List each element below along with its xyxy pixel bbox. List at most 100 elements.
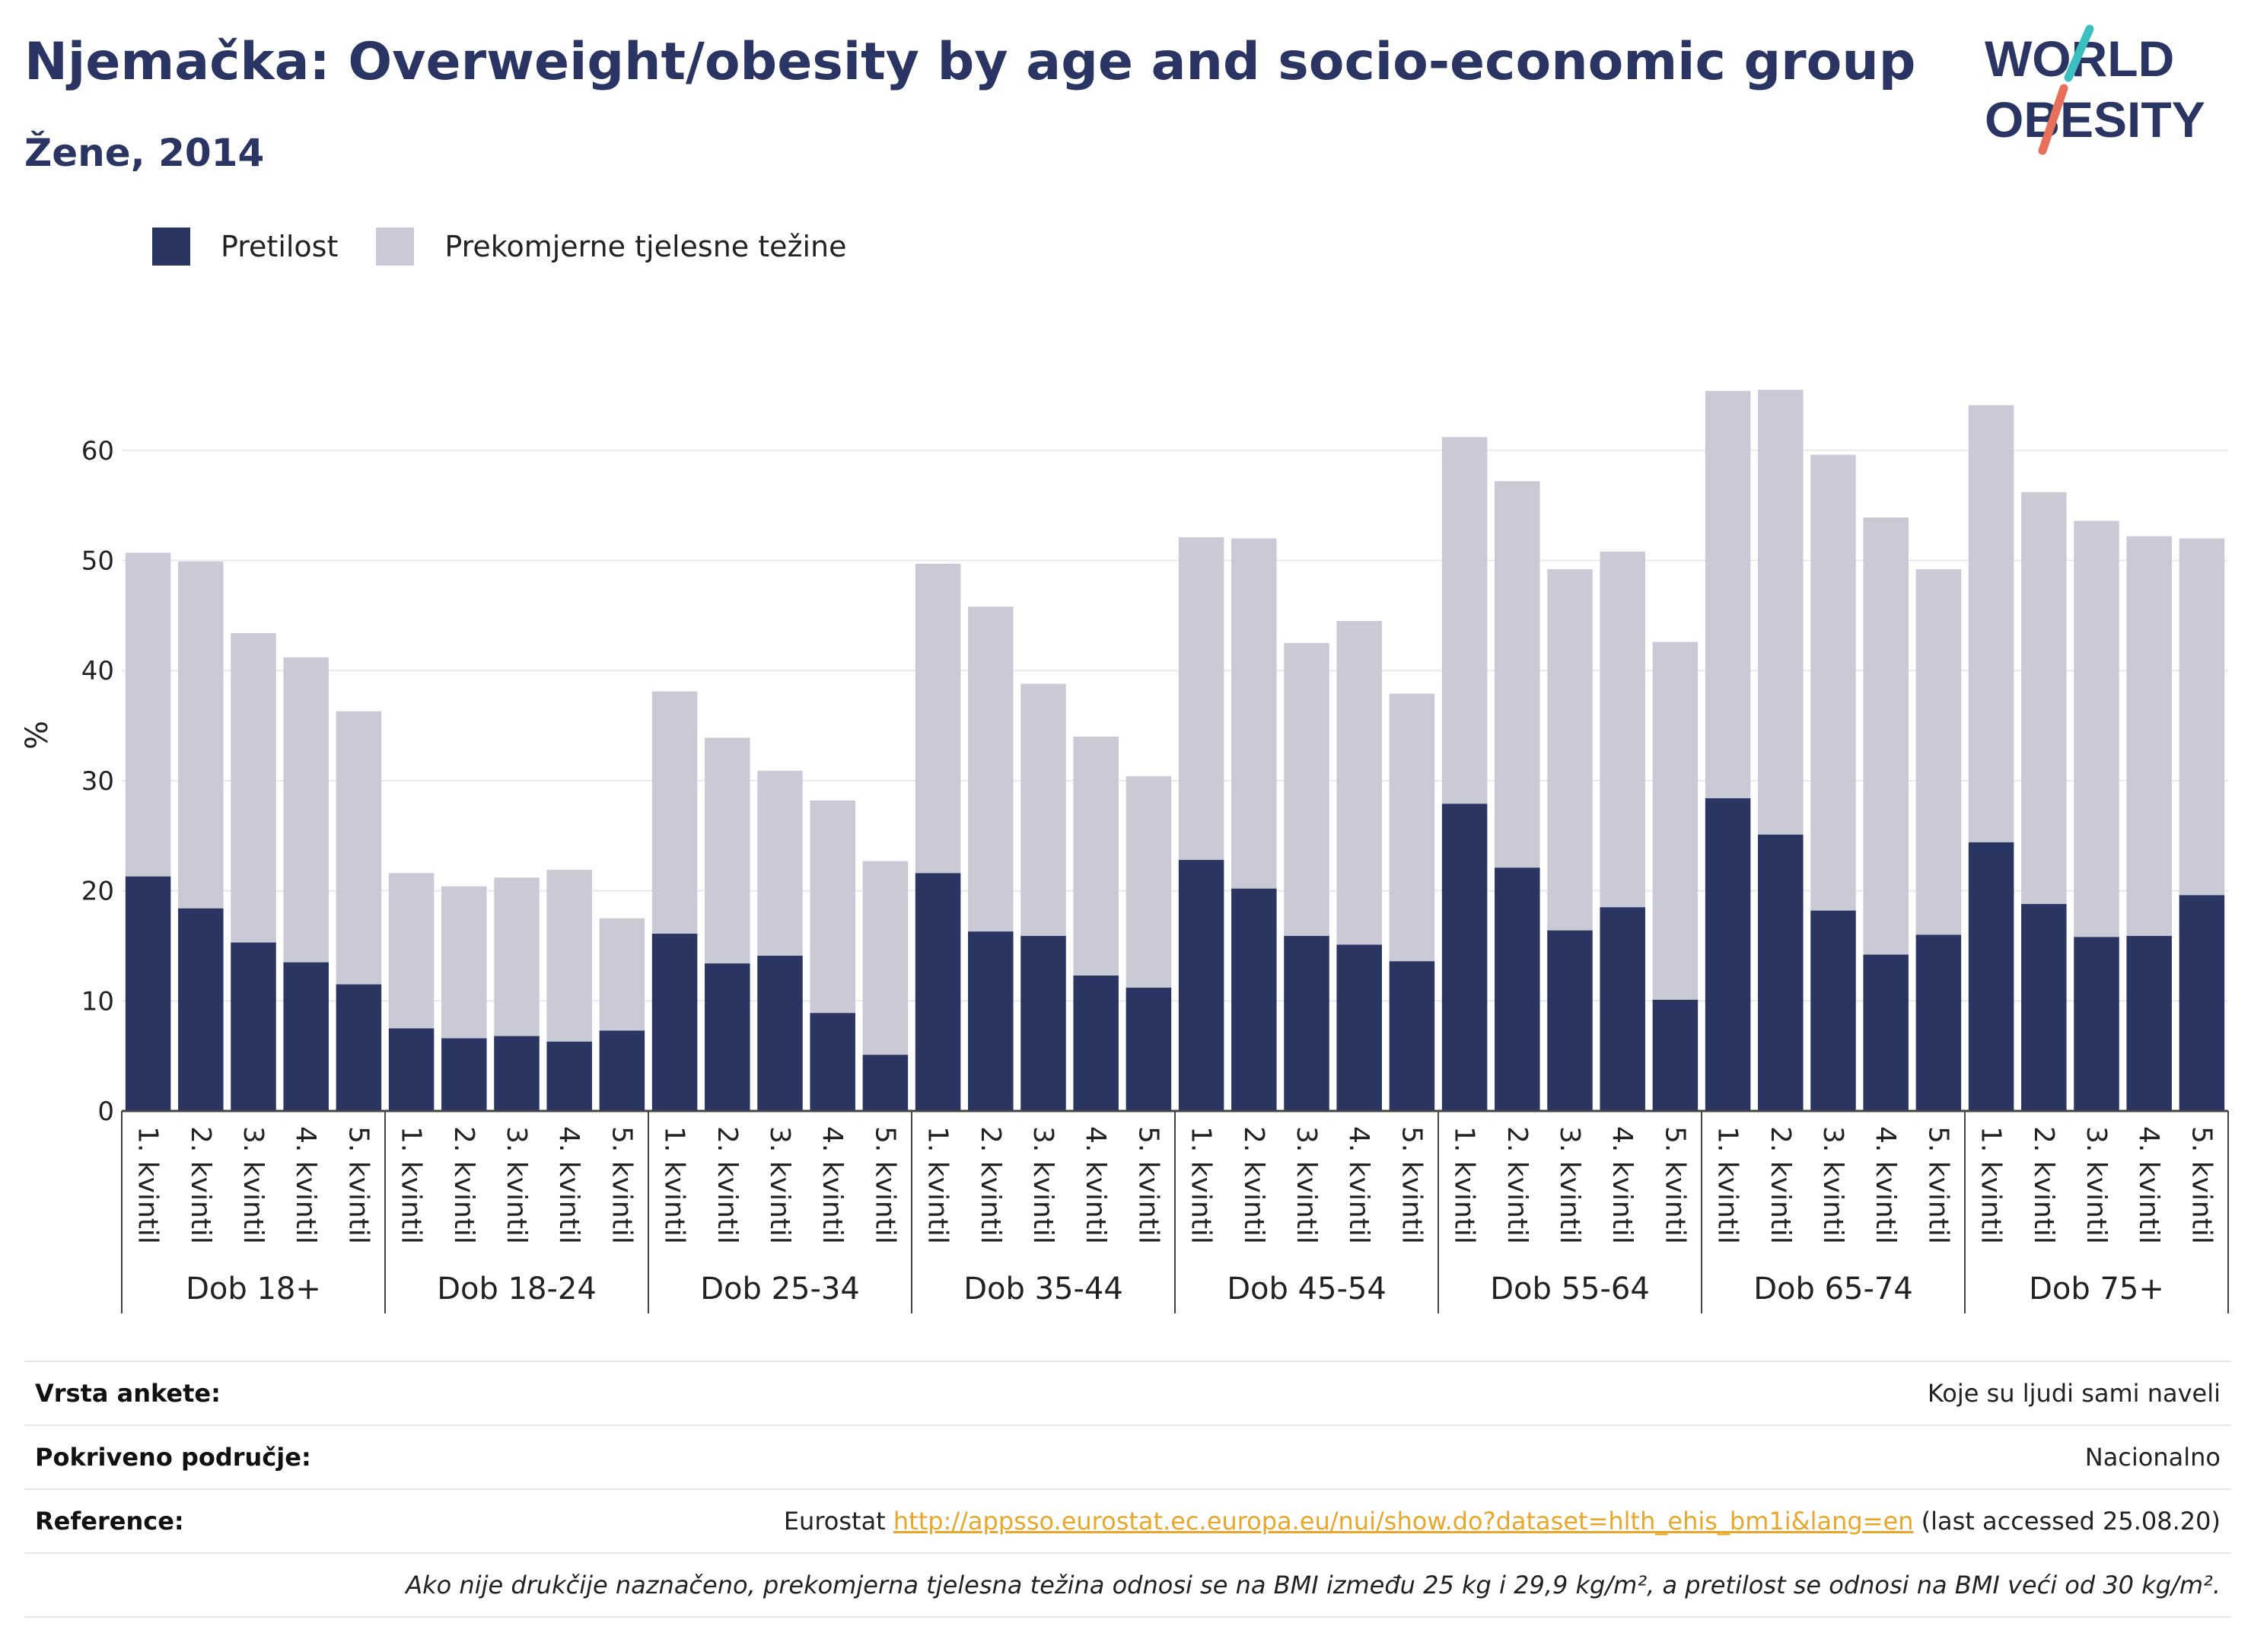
x-tick-label: 2. kvintil	[185, 1126, 216, 1244]
chart-title: Njemačka: Overweight/obesity by age and …	[24, 32, 1916, 92]
bar-overweight	[1073, 737, 1119, 976]
bar-obesity	[705, 963, 750, 1111]
group-label: Dob 75+	[2029, 1272, 2164, 1307]
bar-overweight	[862, 861, 909, 1055]
bar-overweight	[441, 886, 487, 1039]
x-tick-label: 3. kvintil	[237, 1126, 269, 1244]
bar-obesity	[2074, 937, 2119, 1111]
bar-obesity	[1652, 999, 1699, 1111]
bar-obesity	[1810, 910, 1856, 1111]
bar-overweight	[2179, 538, 2225, 896]
x-tick-label: 4. kvintil	[1870, 1126, 1901, 1244]
info-row-survey: Vrsta ankete: Koje su ljudi sami naveli	[24, 1361, 2231, 1424]
y-tick-label: 40	[81, 656, 114, 686]
x-tick-label: 2. kvintil	[712, 1126, 743, 1244]
bar-obesity	[1600, 907, 1645, 1111]
x-tick-label: 5. kvintil	[1922, 1126, 1953, 1244]
x-tick-label: 5. kvintil	[1396, 1126, 1427, 1244]
bar-obesity	[651, 934, 698, 1111]
bar-obesity	[441, 1038, 487, 1111]
bar-obesity	[1441, 804, 1488, 1111]
legend-label-obesity: Pretilost	[221, 230, 339, 263]
survey-type-label: Vrsta ankete:	[35, 1379, 221, 1408]
x-tick-label: 3. kvintil	[1027, 1126, 1059, 1244]
logo-slash-teal	[2064, 24, 2094, 82]
bar-overweight	[1389, 693, 1435, 962]
x-tick-label: 2. kvintil	[1765, 1126, 1796, 1244]
x-tick-label: 2. kvintil	[975, 1126, 1006, 1244]
info-table: Vrsta ankete: Koje su ljudi sami naveli …	[24, 1361, 2231, 1618]
bar-obesity	[862, 1055, 909, 1111]
bar-overweight	[1495, 481, 1540, 868]
bar-obesity	[546, 1041, 592, 1111]
bar-overweight	[757, 770, 803, 956]
y-axis-label: %	[20, 721, 55, 750]
bar-obesity	[1968, 842, 2014, 1111]
group-label: Dob 65-74	[1753, 1272, 1913, 1307]
y-tick-label: 0	[97, 1097, 114, 1127]
x-tick-label: 1. kvintil	[922, 1126, 954, 1244]
bar-overweight	[599, 918, 645, 1031]
bar-overweight	[1863, 517, 1909, 955]
bar-obesity	[1126, 987, 1172, 1111]
bar-overweight	[1915, 569, 1962, 935]
bar-overweight	[231, 633, 276, 943]
group-label: Dob 18-24	[437, 1272, 597, 1307]
bar-overweight	[2074, 520, 2119, 937]
bar-overweight	[1020, 683, 1066, 936]
y-tick-label: 50	[81, 546, 114, 577]
x-tick-label: 4. kvintil	[1343, 1126, 1374, 1244]
x-tick-label: 2. kvintil	[1501, 1126, 1533, 1244]
group-label: Dob 35-44	[963, 1272, 1123, 1307]
chart-subtitle: Žene, 2014	[24, 131, 265, 175]
x-tick-label: 1. kvintil	[1976, 1126, 2007, 1244]
x-tick-label: 3. kvintil	[1291, 1126, 1322, 1244]
reference-link[interactable]: http://appsso.eurostat.ec.europa.eu/nui/…	[893, 1507, 1914, 1536]
world-obesity-logo: WORLD OBESITY	[1985, 24, 2205, 155]
bar-overweight	[1968, 405, 2014, 842]
x-tick-label: 1. kvintil	[1186, 1126, 1217, 1244]
legend-label-overweight: Prekomjerne tjelesne težine	[444, 230, 847, 263]
stacked-bar-chart: 0 10 20 30 40 50 60% 1. kvintil 2. kvintil 3. kvi…	[20, 390, 2229, 1313]
bar-overweight	[1284, 643, 1329, 936]
bar-obesity	[231, 942, 276, 1111]
group-label: Dob 25-34	[700, 1272, 860, 1307]
logo-line-obesity: OBESITY	[1985, 91, 2205, 148]
legend-item-overweight[interactable]: Prekomjerne tjelesne težine	[376, 228, 847, 266]
x-tick-label: 5. kvintil	[2186, 1126, 2217, 1244]
x-tick-label: 4. kvintil	[1606, 1126, 1638, 1244]
bar-obesity	[1389, 961, 1435, 1111]
bar-overweight	[494, 877, 540, 1036]
y-tick-label: 30	[81, 766, 114, 797]
reference-accessed: (last accessed 25.08.20)	[1913, 1507, 2221, 1536]
bar-overweight	[2021, 492, 2067, 904]
bar-obesity	[2179, 895, 2225, 1111]
x-tick-label: 5. kvintil	[869, 1126, 900, 1244]
x-tick-label: 5. kvintil	[606, 1126, 637, 1244]
info-row-coverage: Pokriveno područje: Nacionalno	[24, 1424, 2231, 1488]
bar-obesity	[1705, 798, 1751, 1111]
bar-overweight	[1231, 538, 1277, 889]
bar-overweight	[1547, 569, 1593, 931]
x-tick-label: 5. kvintil	[342, 1126, 374, 1244]
coverage-value: Nacionalno	[2084, 1443, 2221, 1472]
bar-overweight	[651, 691, 698, 934]
x-tick-label: 3. kvintil	[764, 1126, 795, 1244]
bar-overweight	[1652, 641, 1699, 1000]
chart-legend: Pretilost Prekomjerne tjelesne težine	[152, 225, 885, 268]
survey-type-value: Koje su ljudi sami naveli	[1927, 1379, 2221, 1408]
bar-obesity	[1863, 954, 1909, 1111]
bar-obesity	[178, 908, 224, 1111]
coverage-label: Pokriveno područje:	[35, 1443, 311, 1472]
bar-overweight	[283, 657, 329, 963]
bar-overweight	[336, 711, 382, 985]
definition-note: Ako nije drukčije naznačeno, prekomjerna…	[406, 1571, 2221, 1599]
group-label: Dob 45-54	[1227, 1272, 1387, 1307]
x-tick-label: 4. kvintil	[1080, 1126, 1111, 1244]
bar-overweight	[1705, 390, 1751, 799]
bar-obesity	[1178, 860, 1224, 1111]
bar-obesity	[968, 931, 1014, 1111]
bar-overweight	[1810, 454, 1856, 911]
bar-obesity	[599, 1030, 645, 1111]
legend-item-obesity[interactable]: Pretilost	[152, 228, 338, 266]
